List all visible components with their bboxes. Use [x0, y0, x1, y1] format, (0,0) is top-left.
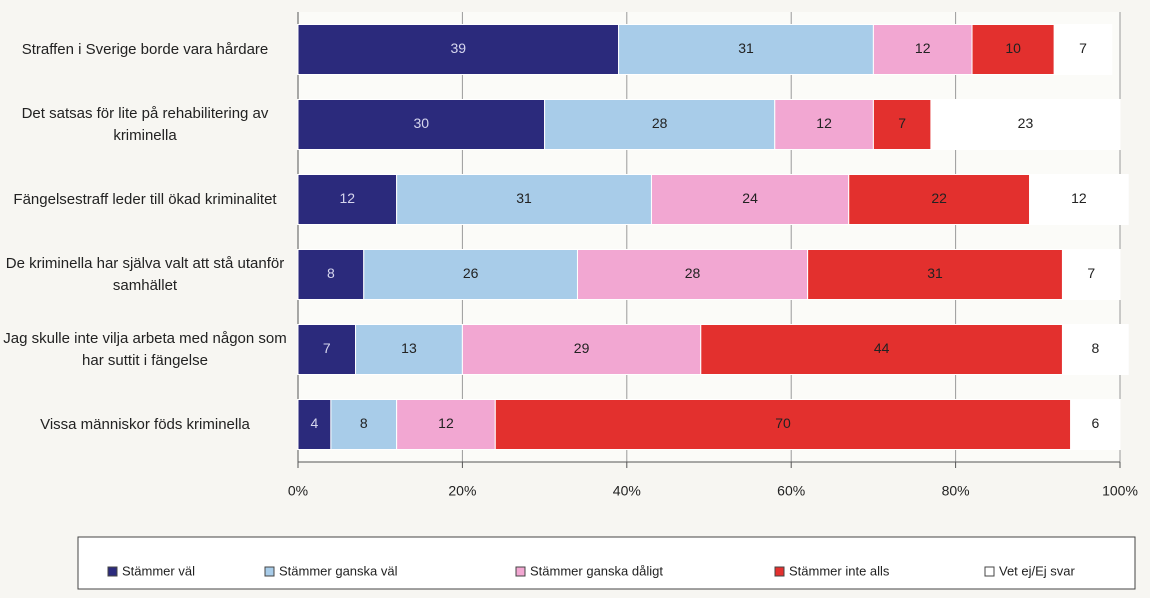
legend-swatch — [984, 566, 995, 577]
bar-segment — [1053, 24, 1113, 75]
legend-label: Stämmer ganska dåligt — [530, 563, 663, 578]
value-label: 29 — [574, 340, 590, 356]
bar-segment — [930, 99, 1121, 150]
bar-segment — [363, 249, 578, 300]
bar-segment — [774, 99, 874, 150]
value-label: 31 — [927, 265, 943, 281]
bar-segment — [544, 99, 776, 150]
value-label: 7 — [898, 115, 906, 131]
legend-swatch — [774, 566, 785, 577]
value-label: 26 — [463, 265, 479, 281]
category-label: De kriminella har själva valt att stå ut… — [5, 254, 285, 294]
bar-segment — [297, 99, 546, 150]
value-label: 70 — [775, 415, 791, 431]
category-label: Jag skulle inte vilja arbeta med någon s… — [3, 329, 287, 369]
bar-segment — [396, 399, 496, 450]
value-label: 12 — [915, 40, 931, 56]
value-label: 28 — [652, 115, 668, 131]
value-label: 4 — [311, 415, 319, 431]
bar-segment — [297, 399, 332, 450]
x-tick-label: 0% — [288, 483, 308, 499]
x-tick-label: 40% — [613, 483, 641, 499]
value-label: 22 — [931, 190, 947, 206]
x-tick-label: 60% — [777, 483, 805, 499]
legend-swatch — [264, 566, 275, 577]
legend-label: Stämmer ganska väl — [279, 563, 398, 578]
value-label: 7 — [323, 340, 331, 356]
plot-area — [298, 12, 1120, 462]
x-tick-label: 100% — [1102, 483, 1138, 499]
value-label: 7 — [1079, 40, 1087, 56]
legend-label: Vet ej/Ej svar — [999, 563, 1076, 578]
bar-segment — [576, 249, 809, 300]
bar-segment — [872, 24, 973, 75]
x-tick-label: 80% — [942, 483, 970, 499]
value-label: 44 — [874, 340, 890, 356]
bar-segment — [355, 324, 463, 375]
value-label: 6 — [1091, 415, 1099, 431]
legend-swatch — [515, 566, 526, 577]
category-label: Det satsas för lite på rehabilitering av… — [21, 104, 269, 144]
legend-label: Stämmer väl — [122, 563, 195, 578]
x-tick-label: 20% — [448, 483, 476, 499]
value-label: 13 — [401, 340, 417, 356]
value-label: 31 — [738, 40, 754, 56]
value-label: 8 — [327, 265, 335, 281]
bar-segment — [297, 174, 398, 225]
legend-label: Stämmer inte alls — [789, 563, 890, 578]
value-label: 8 — [1091, 340, 1099, 356]
value-label: 23 — [1018, 115, 1034, 131]
bar-segment — [807, 249, 1063, 300]
value-label: 10 — [1005, 40, 1021, 56]
value-label: 12 — [438, 415, 454, 431]
bar-segment — [1070, 399, 1121, 450]
value-label: 30 — [414, 115, 430, 131]
value-label: 39 — [451, 40, 467, 56]
bar-segment — [396, 174, 652, 225]
bar-segment — [1061, 249, 1121, 300]
value-label: 31 — [516, 190, 532, 206]
value-label: 8 — [360, 415, 368, 431]
bar-segment — [297, 324, 357, 375]
legend-box — [77, 536, 1136, 590]
value-label: 12 — [1071, 190, 1087, 206]
bar-segment — [700, 324, 1063, 375]
legend-swatch — [107, 566, 118, 577]
bar-segment — [461, 324, 702, 375]
bar-segment — [1029, 174, 1129, 225]
value-label: 12 — [340, 190, 356, 206]
bar-segment — [848, 174, 1031, 225]
bar-segment — [650, 174, 850, 225]
bar-segment — [494, 399, 1072, 450]
category-label: Fängelsestraff leder till ökad kriminali… — [13, 190, 277, 208]
value-label: 24 — [742, 190, 758, 206]
bar-segment — [297, 249, 365, 300]
category-label: Vissa människor föds kriminella — [40, 415, 250, 433]
value-label: 7 — [1087, 265, 1095, 281]
bar-segment — [330, 399, 398, 450]
value-label: 28 — [685, 265, 701, 281]
value-label: 12 — [816, 115, 832, 131]
category-label: Straffen i Sverige borde vara hårdare — [21, 40, 269, 58]
bar-segment — [1061, 324, 1129, 375]
